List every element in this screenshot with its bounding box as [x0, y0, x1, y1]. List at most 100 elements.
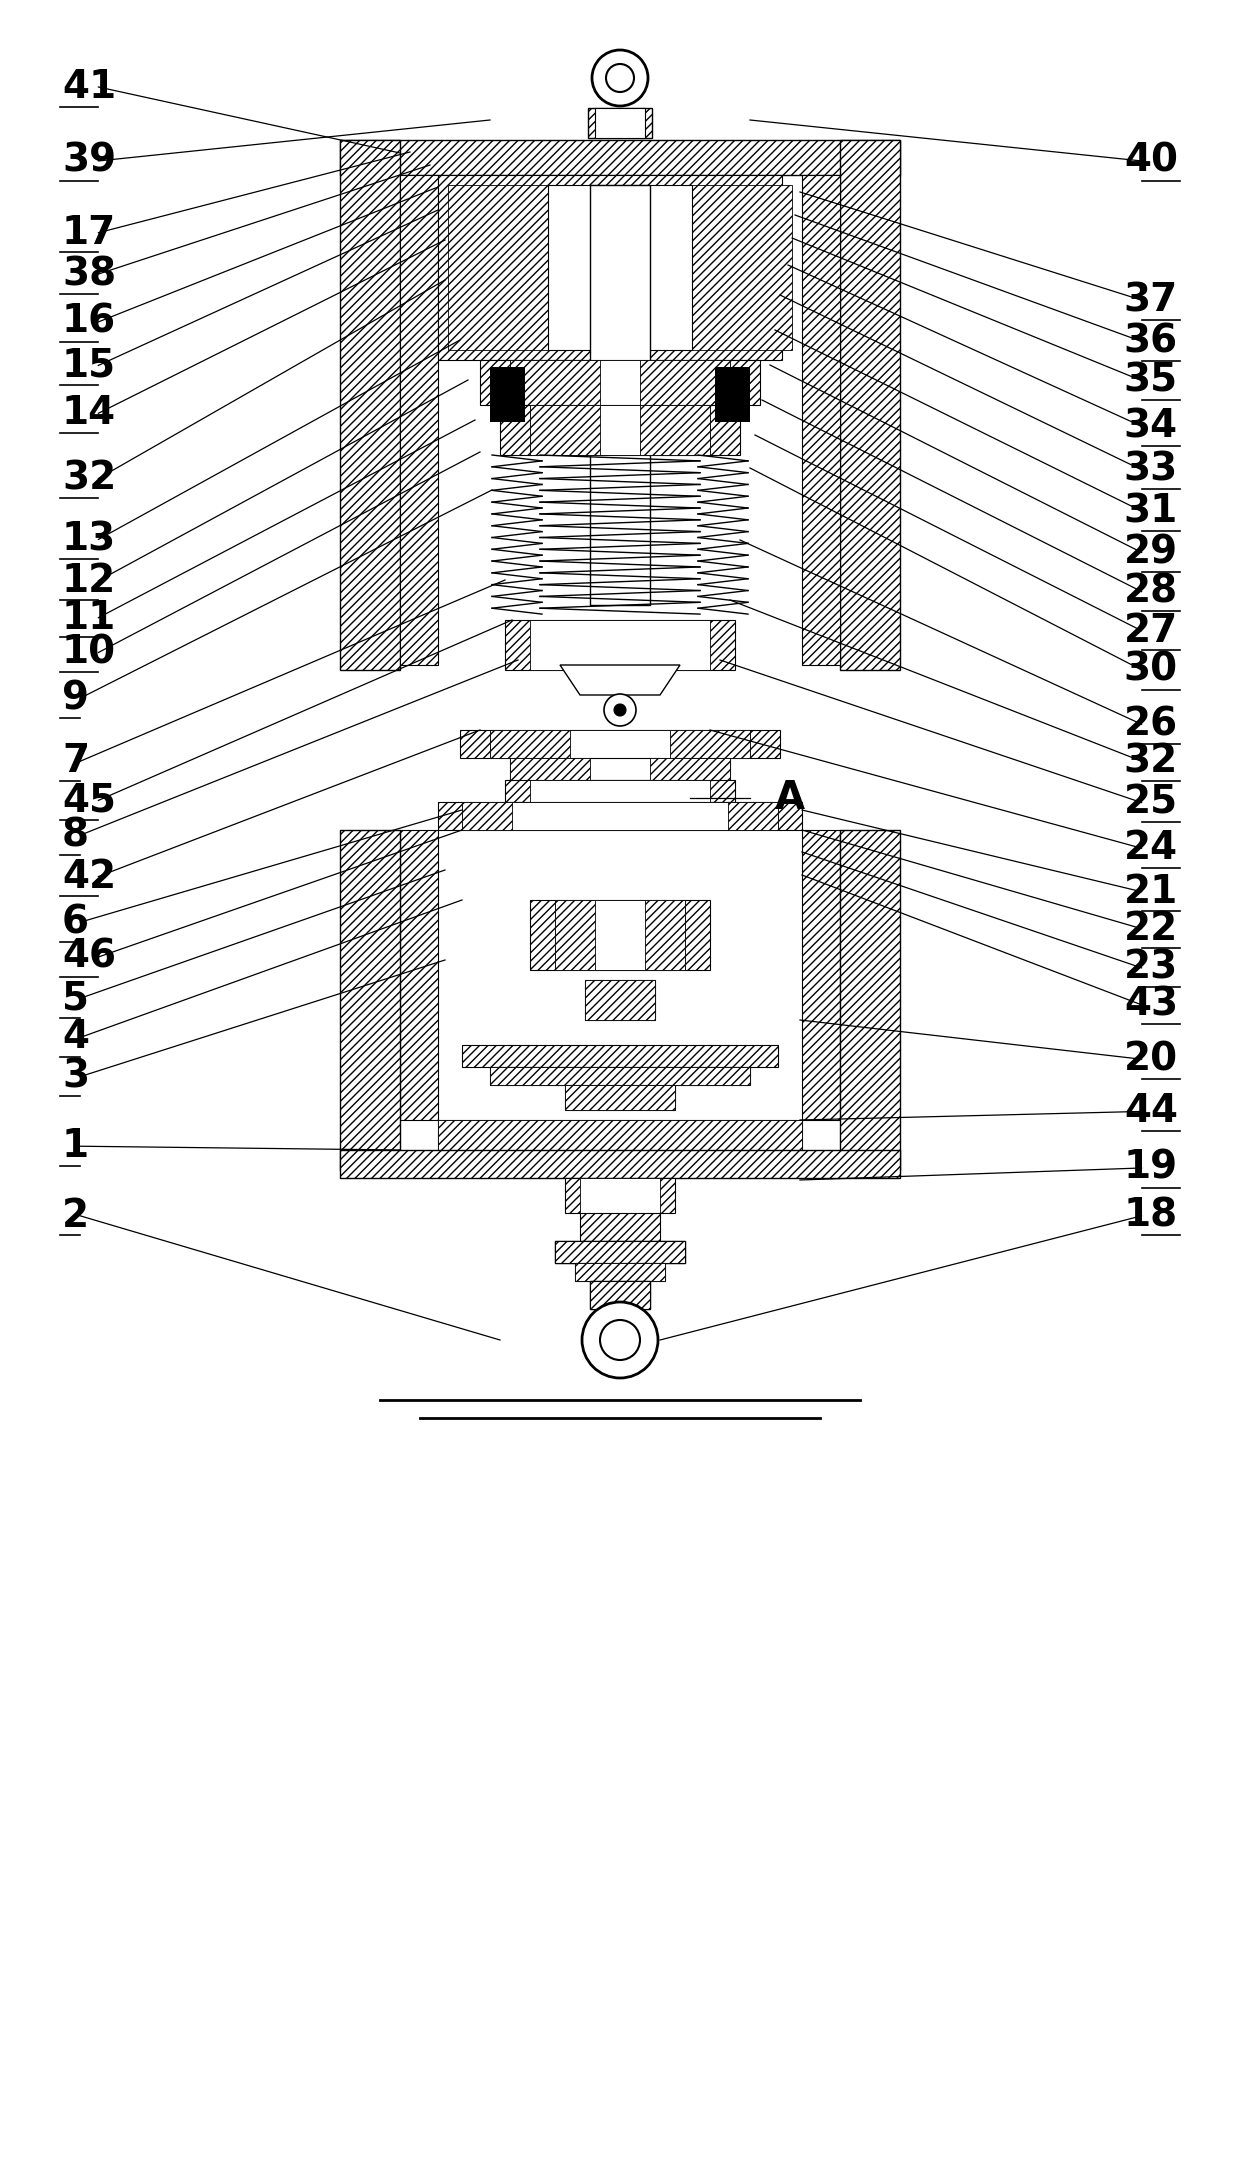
- Bar: [556, 1242, 684, 1264]
- Bar: [438, 1120, 802, 1151]
- Bar: [460, 731, 780, 759]
- Text: 14: 14: [62, 394, 117, 433]
- Text: 12: 12: [62, 561, 117, 600]
- Text: 13: 13: [62, 520, 117, 559]
- Bar: [585, 981, 655, 1020]
- Bar: [839, 139, 900, 670]
- Text: 10: 10: [62, 633, 117, 672]
- Text: 24: 24: [1123, 829, 1178, 868]
- Bar: [463, 803, 777, 831]
- Bar: [448, 185, 548, 350]
- Bar: [588, 109, 652, 137]
- Bar: [438, 1120, 802, 1151]
- Bar: [575, 1264, 665, 1281]
- Bar: [839, 831, 900, 1170]
- Bar: [590, 185, 650, 605]
- Bar: [340, 831, 401, 1170]
- Bar: [580, 1214, 660, 1242]
- Text: 34: 34: [1123, 407, 1178, 446]
- Circle shape: [600, 1320, 640, 1359]
- Bar: [490, 368, 525, 422]
- Bar: [590, 1281, 650, 1309]
- Bar: [640, 405, 711, 455]
- Bar: [340, 1151, 900, 1179]
- Text: 9: 9: [62, 679, 89, 718]
- Circle shape: [614, 705, 626, 716]
- Text: 37: 37: [1123, 281, 1178, 320]
- Bar: [595, 109, 645, 137]
- Bar: [565, 1085, 675, 1109]
- Bar: [463, 1044, 777, 1068]
- Bar: [585, 981, 655, 1020]
- Bar: [802, 831, 839, 1120]
- Bar: [575, 1264, 665, 1281]
- Bar: [510, 361, 730, 405]
- Bar: [556, 900, 684, 970]
- Text: 4: 4: [62, 1018, 89, 1057]
- Text: 22: 22: [1123, 909, 1178, 948]
- Text: 6: 6: [62, 903, 89, 942]
- Bar: [715, 368, 750, 422]
- Bar: [565, 1085, 675, 1109]
- Bar: [640, 361, 730, 405]
- Bar: [580, 1179, 660, 1214]
- Bar: [490, 1068, 750, 1085]
- Text: 39: 39: [62, 141, 117, 181]
- Text: 30: 30: [1123, 650, 1178, 689]
- Bar: [463, 803, 512, 831]
- Text: 26: 26: [1123, 705, 1178, 744]
- Text: 8: 8: [62, 816, 89, 855]
- Bar: [728, 803, 777, 831]
- Text: 42: 42: [62, 857, 117, 896]
- Bar: [670, 731, 750, 759]
- Bar: [510, 759, 590, 781]
- Text: 43: 43: [1123, 985, 1178, 1024]
- Text: 44: 44: [1123, 1092, 1178, 1131]
- Bar: [529, 405, 600, 455]
- Text: 46: 46: [62, 937, 117, 977]
- Circle shape: [606, 63, 634, 91]
- Bar: [340, 139, 401, 670]
- Text: 31: 31: [1123, 492, 1178, 531]
- Text: 1: 1: [62, 1127, 89, 1166]
- Bar: [556, 1242, 684, 1264]
- Bar: [505, 620, 735, 670]
- Text: 15: 15: [62, 346, 117, 385]
- Text: A: A: [775, 779, 805, 818]
- Bar: [650, 759, 730, 781]
- Text: 38: 38: [62, 254, 117, 294]
- Bar: [510, 759, 730, 781]
- Text: 21: 21: [1123, 872, 1178, 911]
- Bar: [645, 900, 684, 970]
- Text: 18: 18: [1123, 1196, 1178, 1235]
- Text: 41: 41: [62, 67, 117, 107]
- Text: 17: 17: [62, 213, 117, 252]
- Bar: [529, 620, 711, 670]
- Bar: [529, 781, 711, 803]
- Bar: [692, 185, 792, 350]
- Text: 5: 5: [62, 979, 89, 1018]
- Text: 29: 29: [1123, 533, 1178, 572]
- Polygon shape: [560, 666, 680, 696]
- Text: 20: 20: [1123, 1040, 1178, 1079]
- Bar: [548, 185, 692, 350]
- Text: 2: 2: [62, 1196, 89, 1235]
- Text: 32: 32: [62, 459, 117, 498]
- Bar: [340, 139, 900, 174]
- Bar: [490, 731, 750, 759]
- Text: 7: 7: [62, 742, 89, 781]
- Text: 3: 3: [62, 1057, 89, 1096]
- Bar: [529, 900, 711, 970]
- Circle shape: [604, 694, 636, 726]
- Bar: [401, 174, 438, 666]
- Text: 28: 28: [1123, 572, 1178, 611]
- Text: 33: 33: [1123, 450, 1178, 489]
- Bar: [505, 781, 735, 803]
- Bar: [500, 405, 740, 455]
- Bar: [438, 803, 802, 831]
- Text: 40: 40: [1123, 141, 1178, 181]
- Bar: [480, 361, 760, 405]
- Text: 45: 45: [62, 781, 117, 820]
- Text: 36: 36: [1123, 322, 1178, 361]
- Bar: [565, 1179, 675, 1214]
